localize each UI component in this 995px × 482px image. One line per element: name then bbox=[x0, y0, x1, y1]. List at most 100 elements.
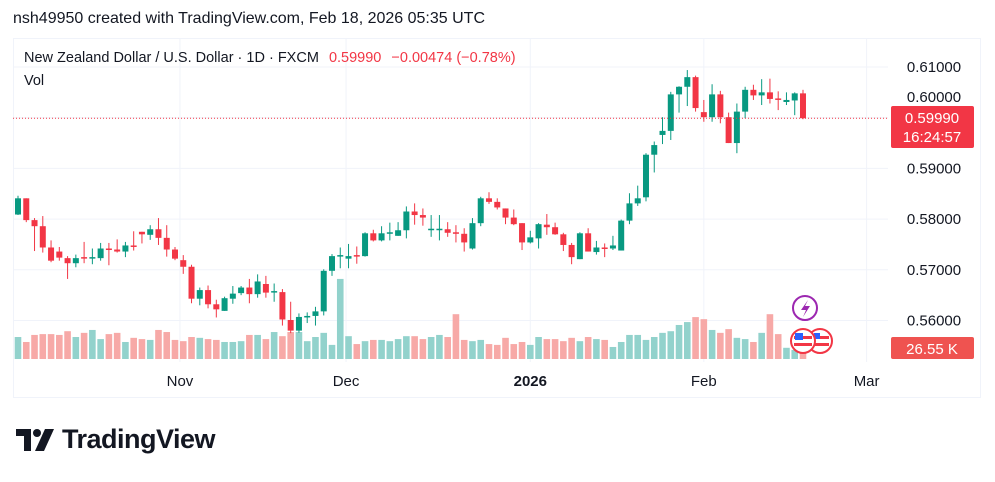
candle bbox=[287, 301, 294, 334]
volume-bar bbox=[626, 334, 633, 359]
candle-body bbox=[345, 256, 352, 259]
candle bbox=[23, 198, 30, 223]
candle bbox=[634, 185, 641, 206]
candle bbox=[155, 218, 162, 245]
candle-body bbox=[601, 247, 608, 249]
candle-body bbox=[659, 130, 666, 135]
volume-bar bbox=[601, 339, 608, 359]
candle-body bbox=[138, 231, 145, 235]
volume-bars bbox=[14, 278, 807, 359]
candle-body bbox=[337, 255, 344, 257]
volume-bar bbox=[237, 341, 245, 359]
candle-body bbox=[717, 94, 724, 118]
candle-body bbox=[799, 93, 806, 119]
volume-bar bbox=[419, 339, 427, 359]
candle bbox=[345, 243, 352, 269]
x-tick-label: Nov bbox=[167, 373, 194, 390]
candle-body bbox=[114, 249, 121, 252]
candle-body bbox=[766, 92, 773, 99]
candle bbox=[122, 241, 129, 258]
candle-body bbox=[543, 224, 550, 228]
candle-body bbox=[783, 99, 790, 102]
last-price-label: 0.59990 16:24:57 bbox=[891, 106, 974, 148]
volume-bar bbox=[659, 332, 666, 359]
candle-body bbox=[295, 316, 302, 331]
tradingview-logo[interactable]: TradingView bbox=[16, 424, 216, 455]
candle bbox=[676, 86, 683, 113]
us-flag-icon[interactable] bbox=[790, 328, 816, 354]
candle-body bbox=[320, 270, 327, 312]
volume-bar bbox=[72, 337, 80, 359]
volume-bar bbox=[783, 347, 790, 359]
candle bbox=[758, 79, 765, 106]
candle bbox=[304, 312, 311, 324]
volume-bar bbox=[427, 337, 435, 359]
candle bbox=[221, 296, 228, 311]
volume-bar bbox=[146, 339, 154, 359]
candle-body bbox=[485, 198, 492, 202]
lightning-event-icon[interactable] bbox=[792, 295, 818, 321]
candle bbox=[766, 78, 773, 104]
volume-bar bbox=[155, 329, 162, 359]
candle bbox=[312, 306, 319, 326]
candle bbox=[254, 274, 261, 298]
volume-bar bbox=[378, 339, 385, 359]
candle bbox=[444, 222, 451, 237]
volume-bar bbox=[791, 349, 799, 359]
volume-bar bbox=[130, 337, 137, 359]
candle bbox=[452, 225, 459, 243]
volume-bar bbox=[518, 341, 526, 359]
volume-bar bbox=[370, 339, 377, 359]
candle-body bbox=[56, 251, 63, 258]
candle-body bbox=[221, 298, 228, 311]
volume-bar bbox=[361, 341, 369, 359]
volume-bar bbox=[89, 329, 96, 359]
candle-body bbox=[452, 232, 459, 234]
volume-bar bbox=[551, 339, 559, 359]
symbol-title[interactable]: New Zealand Dollar / U.S. Dollar · 1D · … bbox=[24, 50, 319, 66]
volume-bar bbox=[436, 334, 443, 359]
candle bbox=[229, 286, 236, 304]
volume-bar bbox=[345, 336, 352, 359]
candle-body bbox=[626, 203, 633, 221]
candle bbox=[130, 231, 137, 251]
candle bbox=[353, 246, 360, 264]
volume-bar bbox=[609, 346, 617, 359]
candle-body bbox=[684, 77, 691, 87]
candle bbox=[717, 90, 724, 124]
candle-body bbox=[742, 89, 749, 112]
candle bbox=[295, 313, 302, 333]
volume-bar bbox=[766, 314, 774, 359]
volume-bar bbox=[502, 337, 509, 359]
candles bbox=[15, 70, 806, 334]
candle bbox=[618, 219, 625, 251]
candle bbox=[246, 278, 253, 304]
volume-bar bbox=[535, 337, 542, 359]
candle bbox=[39, 216, 46, 253]
candle bbox=[552, 222, 559, 235]
candle-body bbox=[89, 257, 96, 259]
volume-legend[interactable]: Vol bbox=[24, 73, 45, 89]
volume-bar bbox=[14, 337, 22, 359]
candle-body bbox=[122, 245, 129, 252]
candle bbox=[386, 222, 393, 241]
volume-bar bbox=[493, 344, 501, 359]
candle bbox=[370, 229, 377, 242]
volume-bar bbox=[741, 339, 749, 359]
volume-bar bbox=[543, 339, 551, 359]
volume-bar bbox=[717, 332, 724, 359]
volume-bar bbox=[708, 329, 716, 359]
candle bbox=[684, 70, 691, 107]
volume-bar bbox=[287, 332, 294, 359]
candle-body bbox=[758, 92, 765, 96]
bar-countdown: 16:24:57 bbox=[903, 129, 961, 146]
y-tick-label: 0.58000 bbox=[907, 211, 961, 228]
volume-bar bbox=[485, 344, 493, 359]
volume-bar bbox=[221, 341, 228, 359]
candle bbox=[81, 241, 88, 264]
y-tick-label: 0.56000 bbox=[907, 313, 961, 330]
candle bbox=[56, 246, 63, 261]
candle bbox=[667, 91, 674, 141]
candle-body bbox=[395, 230, 402, 236]
